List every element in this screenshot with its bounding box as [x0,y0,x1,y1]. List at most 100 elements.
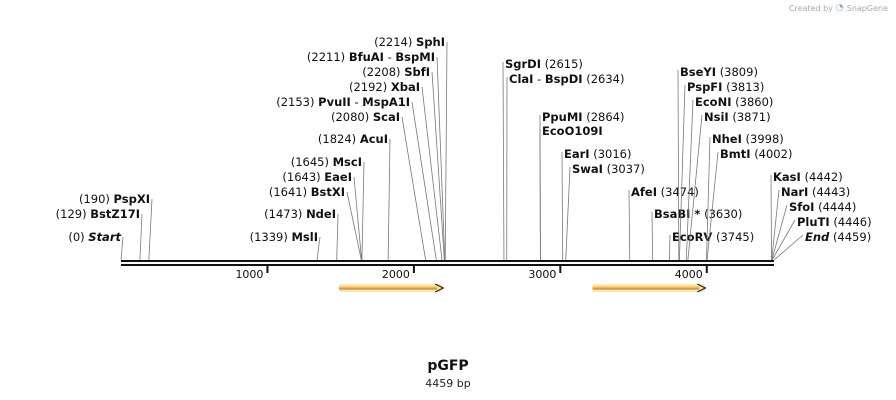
backbone-bottom-strand [121,264,774,266]
site-pointer-line [387,138,391,261]
snapgene-logo-icon: ◔ [835,3,844,13]
site-pointer-line [353,176,363,261]
site-position: (3871) [732,110,770,124]
site-name: PspFI [687,80,722,94]
created-by-text: Created by [788,3,833,13]
site-name: BmtI [720,147,751,161]
site-pointer-line [628,189,631,261]
site-position: (2208) [362,65,400,79]
site-extra-name: BspMI [395,50,435,64]
site-label-bstxi: (1641) BstXI [269,185,345,199]
site-label-econi: EcoNI (3860) [695,95,773,109]
ruler-tick-label: 4000 [675,268,703,281]
site-name: AcuI [360,132,388,146]
site-name: MscI [333,155,362,169]
site-position: (1339) [250,230,288,244]
site-pointer-line [336,213,339,261]
site-position: (1643) [282,170,320,184]
site-label-msci: (1645) MscI [291,155,362,169]
site-name: BfuAI [349,50,384,64]
site-position: (1473) [264,207,302,221]
site-position: (2864) [586,110,624,124]
site-pointer-line [771,189,780,261]
site-label-sgrdi: SgrDI (2615) [505,57,583,71]
site-name: PvuII [318,95,351,109]
site-name: SbfI [404,65,430,79]
site-pointer-line [687,114,703,261]
site-pointer-line [361,161,365,261]
site-label-sbfi: (2208) SbfI [362,65,430,79]
site-name: PluTI [797,215,830,229]
site-label-eari: EarI (3016) [564,147,631,161]
snapgene-branding: Created by ◔ SnapGene [789,3,888,13]
site-label-msli: (1339) MslI [250,230,318,244]
site-name: EcoO109I [542,124,603,138]
site-position: (3809) [720,65,758,79]
site-position: (3037) [607,162,645,176]
site-label-pluti: PluTI (4446) [797,215,872,229]
site-position: (4002) [754,147,792,161]
site-label-scai: (2080) ScaI [331,110,400,124]
site-name: EcoRV [672,230,712,244]
site-label-end: End (4459) [805,230,871,244]
site-label-ndei: (1473) NdeI [264,207,336,221]
site-label-ppumi: PpuMI (2864) [542,110,624,124]
site-pointer-line [421,86,443,261]
site-label-bseyi: BseYI (3809) [680,65,758,79]
site-label-eaei: (1643) EaeI [282,170,352,184]
site-name: ClaI [509,72,533,86]
site-position: (4459) [833,230,871,244]
site-label-bmti: BmtI (4002) [720,147,792,161]
site-position: (1641) [269,185,307,199]
site-name: NdeI [306,207,336,221]
site-position: (4444) [818,200,856,214]
site-pointer-line [565,166,571,261]
site-label-pspfi: PspFI (3813) [687,80,764,94]
site-label-bfuai: (2211) BfuAI - BspMI [307,50,435,64]
site-name: MslI [291,230,318,244]
site-position: (2153) [276,95,314,109]
ruler-tick-label: 1000 [235,268,263,281]
site-name: BstXI [311,185,345,199]
site-pointer-line [771,204,788,261]
site-name: PpuMI [542,110,583,124]
ruler-tick-label: 3000 [528,268,556,281]
site-label-start: (0) Start [68,230,121,244]
site-name: ScaI [373,110,400,124]
site-label-swai: SwaI (3037) [572,162,645,176]
site-label-ecoo109i: EcoO109I [542,124,603,138]
site-label-clai: ClaI - BspDI (2634) [509,72,624,86]
site-name: SgrDI [505,57,541,71]
site-position: (0) [68,230,84,244]
site-position: (3745) [716,230,754,244]
site-position: (2080) [331,110,369,124]
site-pointer-line [436,56,446,261]
site-position: (3016) [593,147,631,161]
site-pointer-line [685,99,694,261]
feature-arrow-head [697,283,707,293]
site-label-kasi: KasI (4442) [773,170,843,184]
site-pointer-line [316,236,321,261]
site-position: (190) [79,192,110,206]
site-label-ecorv: EcoRV (3745) [672,230,754,244]
site-position: (1645) [291,155,329,169]
site-position: (4442) [804,170,842,184]
site-label-xbai: (2192) XbaI [349,80,420,94]
site-position: (1824) [318,132,356,146]
site-name: KasI [773,170,801,184]
site-pointer-line [669,234,671,261]
map-length: 4459 bp [425,377,471,390]
site-position: (129) [56,207,87,221]
site-position: (4446) [833,215,871,229]
site-label-bstz17i: (129) BstZ17I [56,207,140,221]
site-pointer-line [677,69,680,261]
site-name: SwaI [572,162,603,176]
site-position: (2214) [374,35,412,49]
site-name: NsiI [704,110,729,124]
snapgene-brand-text: SnapGene [846,3,888,13]
feature-arrow-1 [339,283,445,293]
site-position: (3813) [726,80,764,94]
site-pointer-line [401,116,427,261]
site-label-sphi: (2214) SphI [374,35,445,49]
